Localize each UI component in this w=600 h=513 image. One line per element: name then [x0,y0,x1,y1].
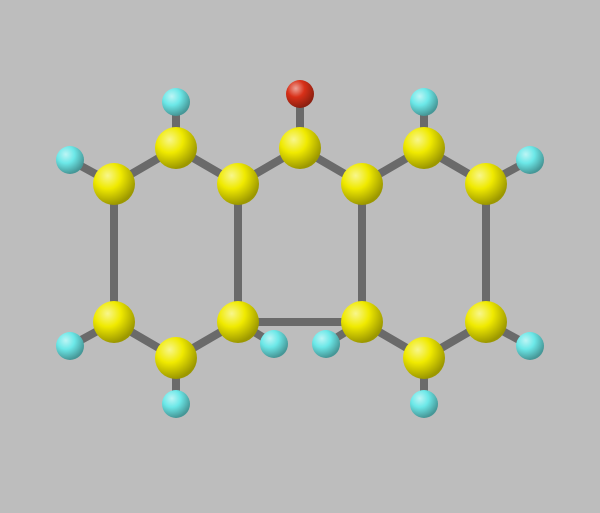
atom-oxygen [286,80,314,108]
atom-hydrogen [516,146,544,174]
atom-carbon [341,163,383,205]
atom-hydrogen [410,390,438,418]
atom-carbon [155,337,197,379]
atom-carbon [465,163,507,205]
atom-carbon [403,337,445,379]
atom-carbon [217,163,259,205]
atom-hydrogen [410,88,438,116]
atom-carbon [93,163,135,205]
atom-hydrogen [56,146,84,174]
atom-hydrogen [312,330,340,358]
atom-hydrogen [162,390,190,418]
atom-carbon [93,301,135,343]
atom-carbon [279,127,321,169]
atom-carbon [341,301,383,343]
atom-carbon [155,127,197,169]
atom-carbon [403,127,445,169]
molecule-svg [0,0,600,513]
atom-carbon [465,301,507,343]
atom-hydrogen [162,88,190,116]
atom-carbon [217,301,259,343]
background [0,0,600,513]
atom-hydrogen [56,332,84,360]
molecule-canvas [0,0,600,513]
atom-hydrogen [516,332,544,360]
atom-hydrogen [260,330,288,358]
